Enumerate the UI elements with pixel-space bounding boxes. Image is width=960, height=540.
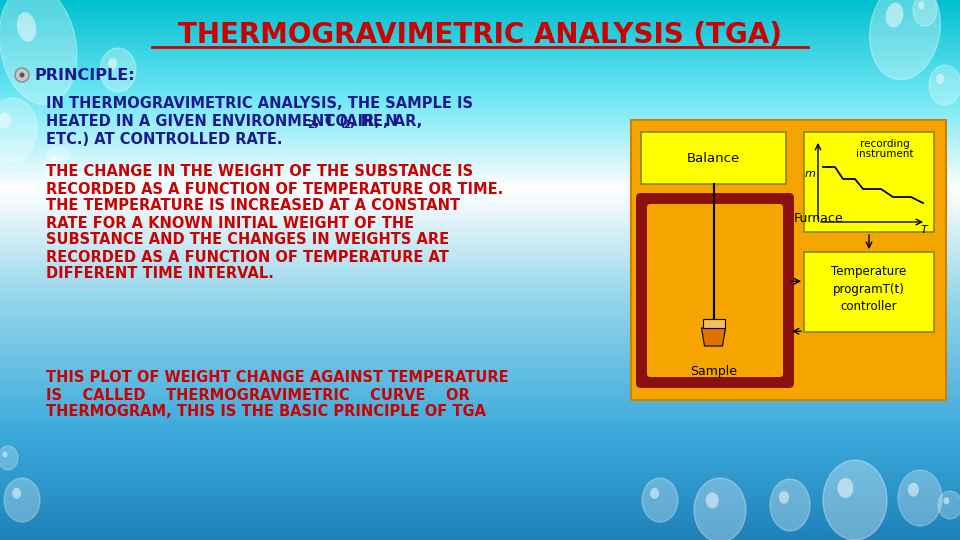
Text: controller: controller <box>841 300 898 314</box>
Text: HEATED IN A GIVEN ENVIRONMENT (AIR, N: HEATED IN A GIVEN ENVIRONMENT (AIR, N <box>46 113 397 129</box>
Ellipse shape <box>108 58 117 69</box>
Text: THIS PLOT OF WEIGHT CHANGE AGAINST TEMPERATURE: THIS PLOT OF WEIGHT CHANGE AGAINST TEMPE… <box>46 370 509 386</box>
Circle shape <box>15 68 29 82</box>
Polygon shape <box>702 328 726 346</box>
Text: recording: recording <box>860 139 909 149</box>
Text: SUBSTANCE AND THE CHANGES IN WEIGHTS ARE: SUBSTANCE AND THE CHANGES IN WEIGHTS ARE <box>46 233 449 247</box>
Text: Sample: Sample <box>690 364 737 377</box>
Text: Temperature: Temperature <box>831 266 906 279</box>
Ellipse shape <box>919 1 924 9</box>
Text: Balance: Balance <box>686 152 740 165</box>
Ellipse shape <box>50 155 58 164</box>
Ellipse shape <box>886 3 903 28</box>
Text: , CO: , CO <box>314 113 348 129</box>
Ellipse shape <box>642 478 678 522</box>
Text: RECORDED AS A FUNCTION OF TEMPERATURE AT: RECORDED AS A FUNCTION OF TEMPERATURE AT <box>46 249 449 265</box>
Text: THERMOGRAVIMETRIC ANALYSIS (TGA): THERMOGRAVIMETRIC ANALYSIS (TGA) <box>178 21 782 49</box>
Ellipse shape <box>17 12 36 42</box>
Text: , HE, AR,: , HE, AR, <box>350 113 422 129</box>
Text: PRINCIPLE:: PRINCIPLE: <box>34 68 134 83</box>
Ellipse shape <box>0 112 11 129</box>
Ellipse shape <box>0 98 37 162</box>
Ellipse shape <box>44 147 72 183</box>
Circle shape <box>19 72 25 78</box>
FancyBboxPatch shape <box>647 204 783 377</box>
FancyBboxPatch shape <box>636 193 794 388</box>
Bar <box>631 120 946 400</box>
Text: THE CHANGE IN THE WEIGHT OF THE SUBSTANCE IS: THE CHANGE IN THE WEIGHT OF THE SUBSTANC… <box>46 165 473 179</box>
Text: IS    CALLED    THERMOGRAVIMETRIC    CURVE    OR: IS CALLED THERMOGRAVIMETRIC CURVE OR <box>46 388 469 402</box>
Ellipse shape <box>0 0 77 104</box>
Text: THE TEMPERATURE IS INCREASED AT A CONSTANT: THE TEMPERATURE IS INCREASED AT A CONSTA… <box>46 199 460 213</box>
Text: Furnace: Furnace <box>794 212 844 225</box>
Ellipse shape <box>898 470 942 526</box>
Ellipse shape <box>944 497 949 504</box>
Bar <box>641 132 786 184</box>
Ellipse shape <box>4 478 40 522</box>
Text: instrument: instrument <box>856 149 913 159</box>
Text: DIFFERENT TIME INTERVAL.: DIFFERENT TIME INTERVAL. <box>46 267 274 281</box>
Ellipse shape <box>936 74 945 84</box>
Ellipse shape <box>938 491 960 519</box>
Ellipse shape <box>770 479 810 531</box>
Text: m: m <box>804 169 815 179</box>
Text: RECORDED AS A FUNCTION OF TEMPERATURE OR TIME.: RECORDED AS A FUNCTION OF TEMPERATURE OR… <box>46 181 503 197</box>
Text: RATE FOR A KNOWN INITIAL WEIGHT OF THE: RATE FOR A KNOWN INITIAL WEIGHT OF THE <box>46 215 414 231</box>
Ellipse shape <box>706 492 719 508</box>
Bar <box>804 132 934 232</box>
Text: T: T <box>921 225 927 235</box>
Ellipse shape <box>0 446 18 470</box>
Ellipse shape <box>100 48 136 92</box>
Ellipse shape <box>870 0 941 79</box>
Ellipse shape <box>694 478 746 540</box>
Ellipse shape <box>779 491 789 504</box>
Text: programT(t): programT(t) <box>833 284 905 296</box>
Ellipse shape <box>929 65 960 105</box>
Text: ETC.) AT CONTROLLED RATE.: ETC.) AT CONTROLLED RATE. <box>46 132 282 146</box>
Ellipse shape <box>823 460 887 540</box>
Text: 2: 2 <box>307 120 314 130</box>
Ellipse shape <box>837 478 853 498</box>
Ellipse shape <box>908 483 919 497</box>
Text: IN THERMOGRAVIMETRIC ANALYSIS, THE SAMPLE IS: IN THERMOGRAVIMETRIC ANALYSIS, THE SAMPL… <box>46 96 473 111</box>
Ellipse shape <box>650 488 660 499</box>
Text: THERMOGRAM, THIS IS THE BASIC PRINCIPLE OF TGA: THERMOGRAM, THIS IS THE BASIC PRINCIPLE … <box>46 404 486 420</box>
Text: 2: 2 <box>343 120 350 130</box>
Ellipse shape <box>913 0 937 26</box>
Bar <box>804 252 934 332</box>
Bar <box>703 319 725 328</box>
Ellipse shape <box>12 488 21 499</box>
Ellipse shape <box>3 451 8 457</box>
